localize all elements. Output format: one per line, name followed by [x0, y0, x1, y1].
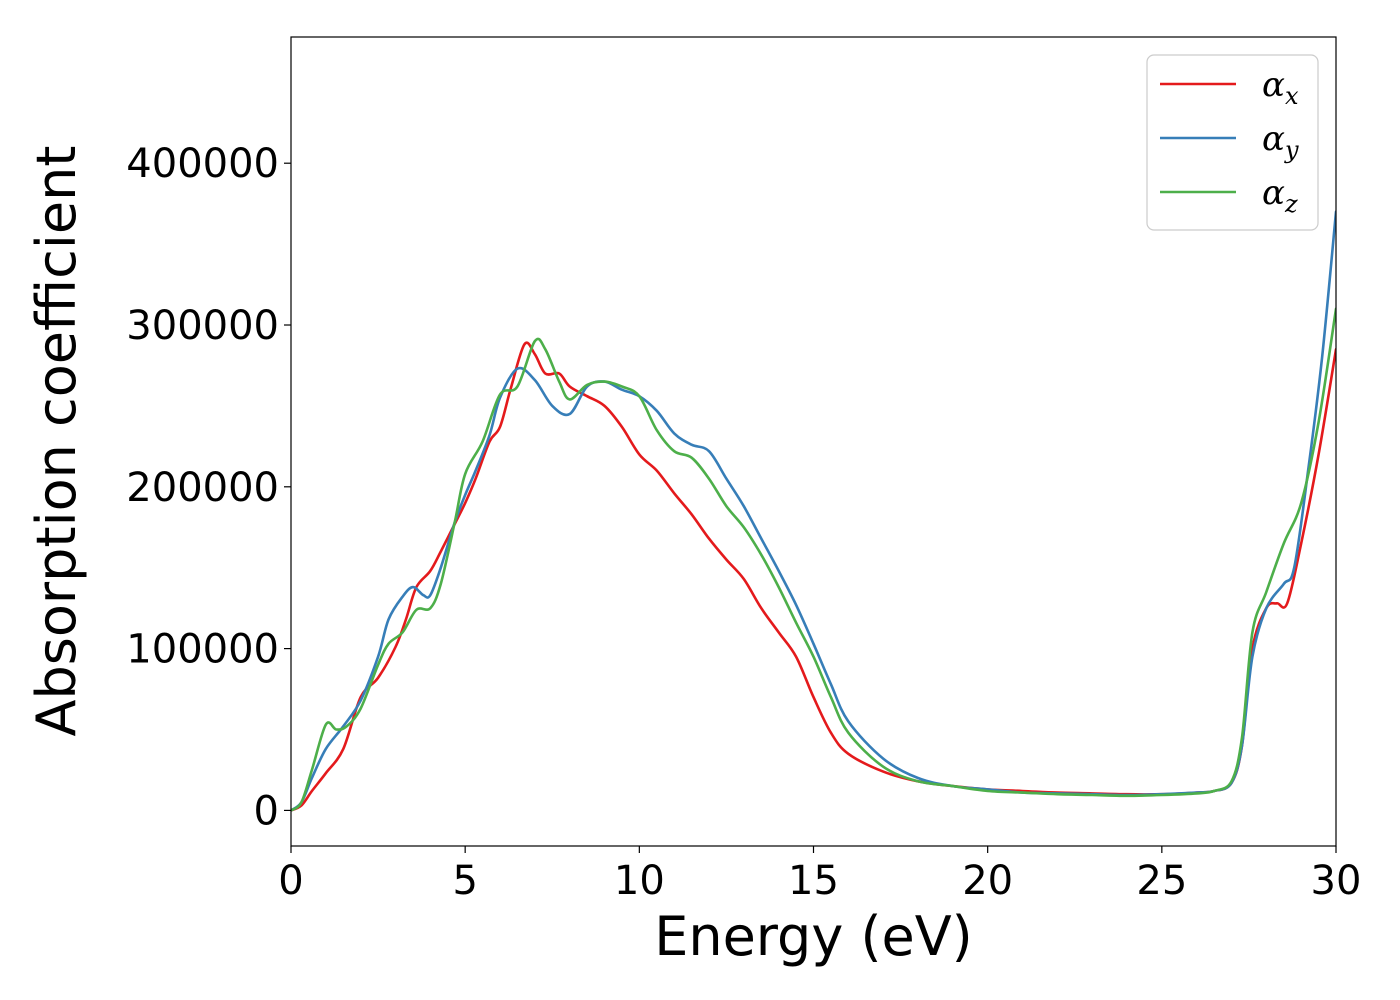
x-tick-label: 0 — [278, 858, 303, 904]
y-tick-label: 400000 — [126, 141, 279, 187]
series-line-z — [291, 307, 1336, 812]
x-tick-label: 10 — [614, 858, 665, 904]
y-tick-label: 0 — [254, 788, 279, 834]
x-tick-label: 30 — [1311, 858, 1362, 904]
x-axis-title: Energy (eV) — [654, 905, 973, 968]
x-axis: 0 5 10 15 20 25 30 — [278, 846, 1361, 904]
y-axis: 0 100000 200000 300000 400000 — [126, 141, 291, 834]
x-tick-label: 20 — [962, 858, 1013, 904]
x-tick-label: 5 — [452, 858, 477, 904]
y-tick-label: 200000 — [126, 465, 279, 511]
y-tick-label: 300000 — [126, 303, 279, 349]
y-tick-label: 100000 — [126, 627, 279, 673]
series-lines — [291, 210, 1336, 812]
y-axis-title: Absorption coefficient — [25, 146, 88, 737]
x-tick-label: 25 — [1136, 858, 1187, 904]
x-tick-label: 15 — [788, 858, 839, 904]
legend-frame — [1146, 54, 1319, 231]
